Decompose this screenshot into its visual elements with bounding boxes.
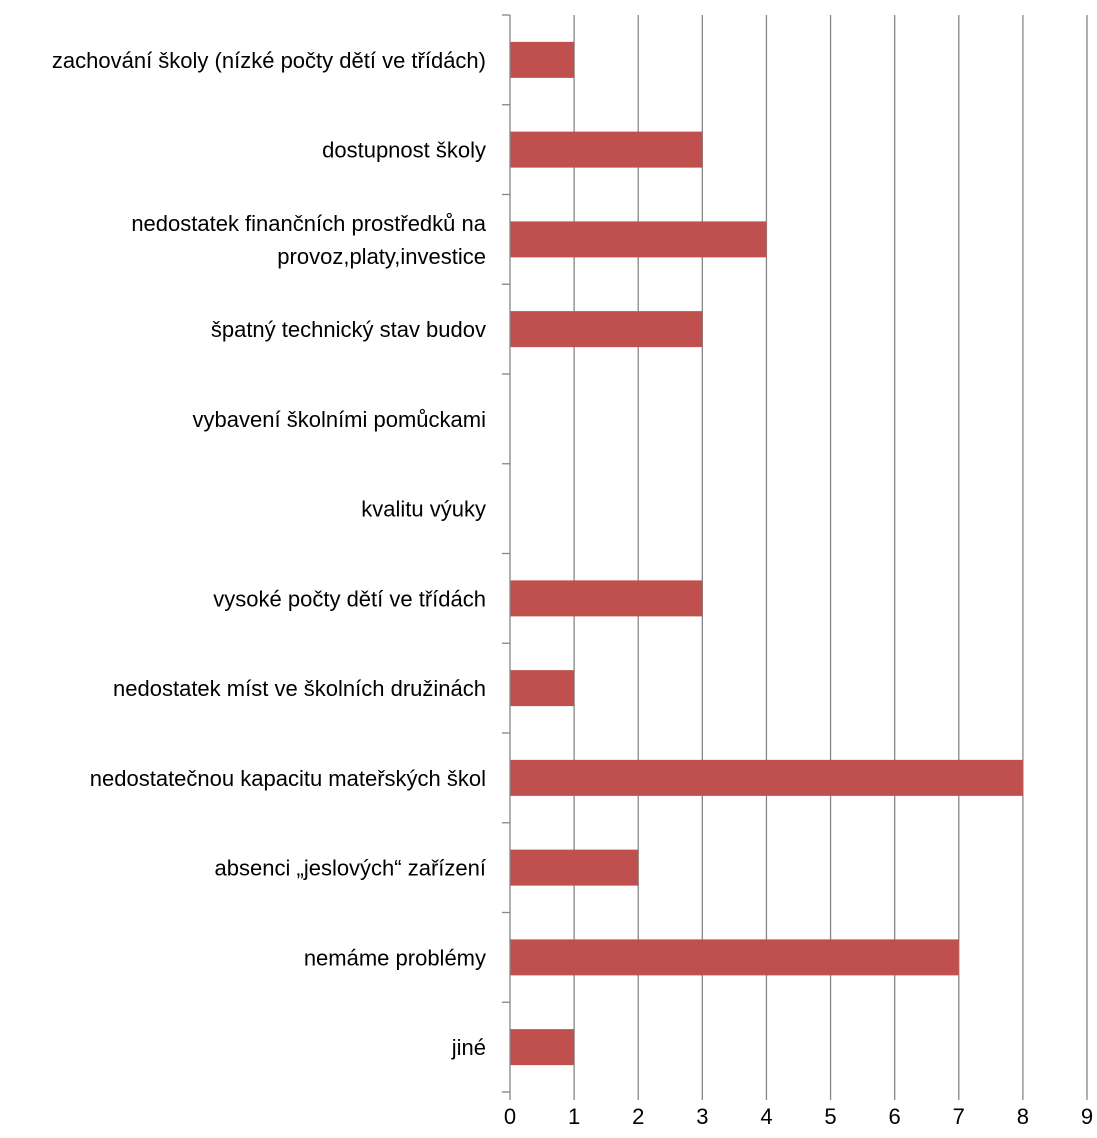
x-tick-label-0: 0 bbox=[504, 1104, 516, 1129]
category-label-5: vybavení školními pomůckami bbox=[193, 407, 486, 432]
category-label-line: jiné bbox=[451, 1035, 486, 1060]
x-tick-label-6: 6 bbox=[889, 1104, 901, 1129]
x-tick-label-5: 5 bbox=[824, 1104, 836, 1129]
category-label-line: vybavení školními pomůckami bbox=[193, 407, 486, 432]
bar-3 bbox=[510, 221, 767, 258]
grid-lines bbox=[573, 15, 1088, 1092]
bar-9 bbox=[510, 759, 1023, 796]
x-tick-labels: 0 1 2 3 4 5 6 7 8 9 bbox=[504, 1104, 1093, 1129]
category-label-line: nedostatek finančních prostředků na bbox=[131, 211, 486, 236]
bar-1 bbox=[510, 41, 575, 78]
category-label-12: jiné bbox=[451, 1035, 486, 1060]
category-label-line: nemáme problémy bbox=[304, 945, 486, 970]
bar-4 bbox=[510, 311, 703, 348]
category-label-10: absenci „jeslových“ zařízení bbox=[215, 856, 486, 881]
category-label-8: nedostatek míst ve školních družinách bbox=[113, 676, 486, 701]
x-tick-label-4: 4 bbox=[760, 1104, 772, 1129]
category-label-line: špatný technický stav budov bbox=[211, 317, 486, 342]
x-tick-label-9: 9 bbox=[1081, 1104, 1093, 1129]
x-tick-label-8: 8 bbox=[1017, 1104, 1029, 1129]
bar-10 bbox=[510, 849, 639, 886]
category-label-1: zachování školy (nízké počty dětí ve tří… bbox=[52, 48, 486, 73]
category-label-4: špatný technický stav budov bbox=[211, 317, 486, 342]
category-label-11: nemáme problémy bbox=[304, 945, 486, 970]
axes bbox=[502, 14, 1088, 1100]
x-tick-label-1: 1 bbox=[568, 1104, 580, 1129]
bar-11 bbox=[510, 939, 959, 976]
bar-12 bbox=[510, 1029, 575, 1066]
category-labels: zachování školy (nízké počty dětí ve tří… bbox=[52, 48, 487, 1060]
category-label-9: nedostatečnou kapacitu mateřských škol bbox=[90, 766, 486, 791]
bar-7 bbox=[510, 580, 703, 617]
category-label-7: vysoké počty dětí ve třídách bbox=[213, 586, 486, 611]
category-label-line: nedostatek míst ve školních družinách bbox=[113, 676, 486, 701]
x-tick-label-3: 3 bbox=[696, 1104, 708, 1129]
category-label-line: dostupnost školy bbox=[322, 138, 486, 163]
category-label-line: vysoké počty dětí ve třídách bbox=[213, 586, 486, 611]
bar-8 bbox=[510, 670, 575, 707]
bars bbox=[510, 41, 1023, 1066]
x-tick-label-7: 7 bbox=[953, 1104, 965, 1129]
category-label-line: provoz,platy,investice bbox=[277, 244, 486, 269]
category-label-line: kvalitu výuky bbox=[361, 497, 486, 522]
category-label-line: absenci „jeslových“ zařízení bbox=[215, 856, 486, 881]
x-tick-label-2: 2 bbox=[632, 1104, 644, 1129]
category-label-3: nedostatek finančních prostředků na provo… bbox=[131, 211, 486, 269]
category-label-line: zachování školy (nízké počty dětí ve tří… bbox=[52, 48, 486, 73]
category-label-2: dostupnost školy bbox=[322, 138, 486, 163]
category-label-6: kvalitu výuky bbox=[361, 497, 486, 522]
category-label-line: nedostatečnou kapacitu mateřských škol bbox=[90, 766, 486, 791]
bar-2 bbox=[510, 131, 703, 168]
